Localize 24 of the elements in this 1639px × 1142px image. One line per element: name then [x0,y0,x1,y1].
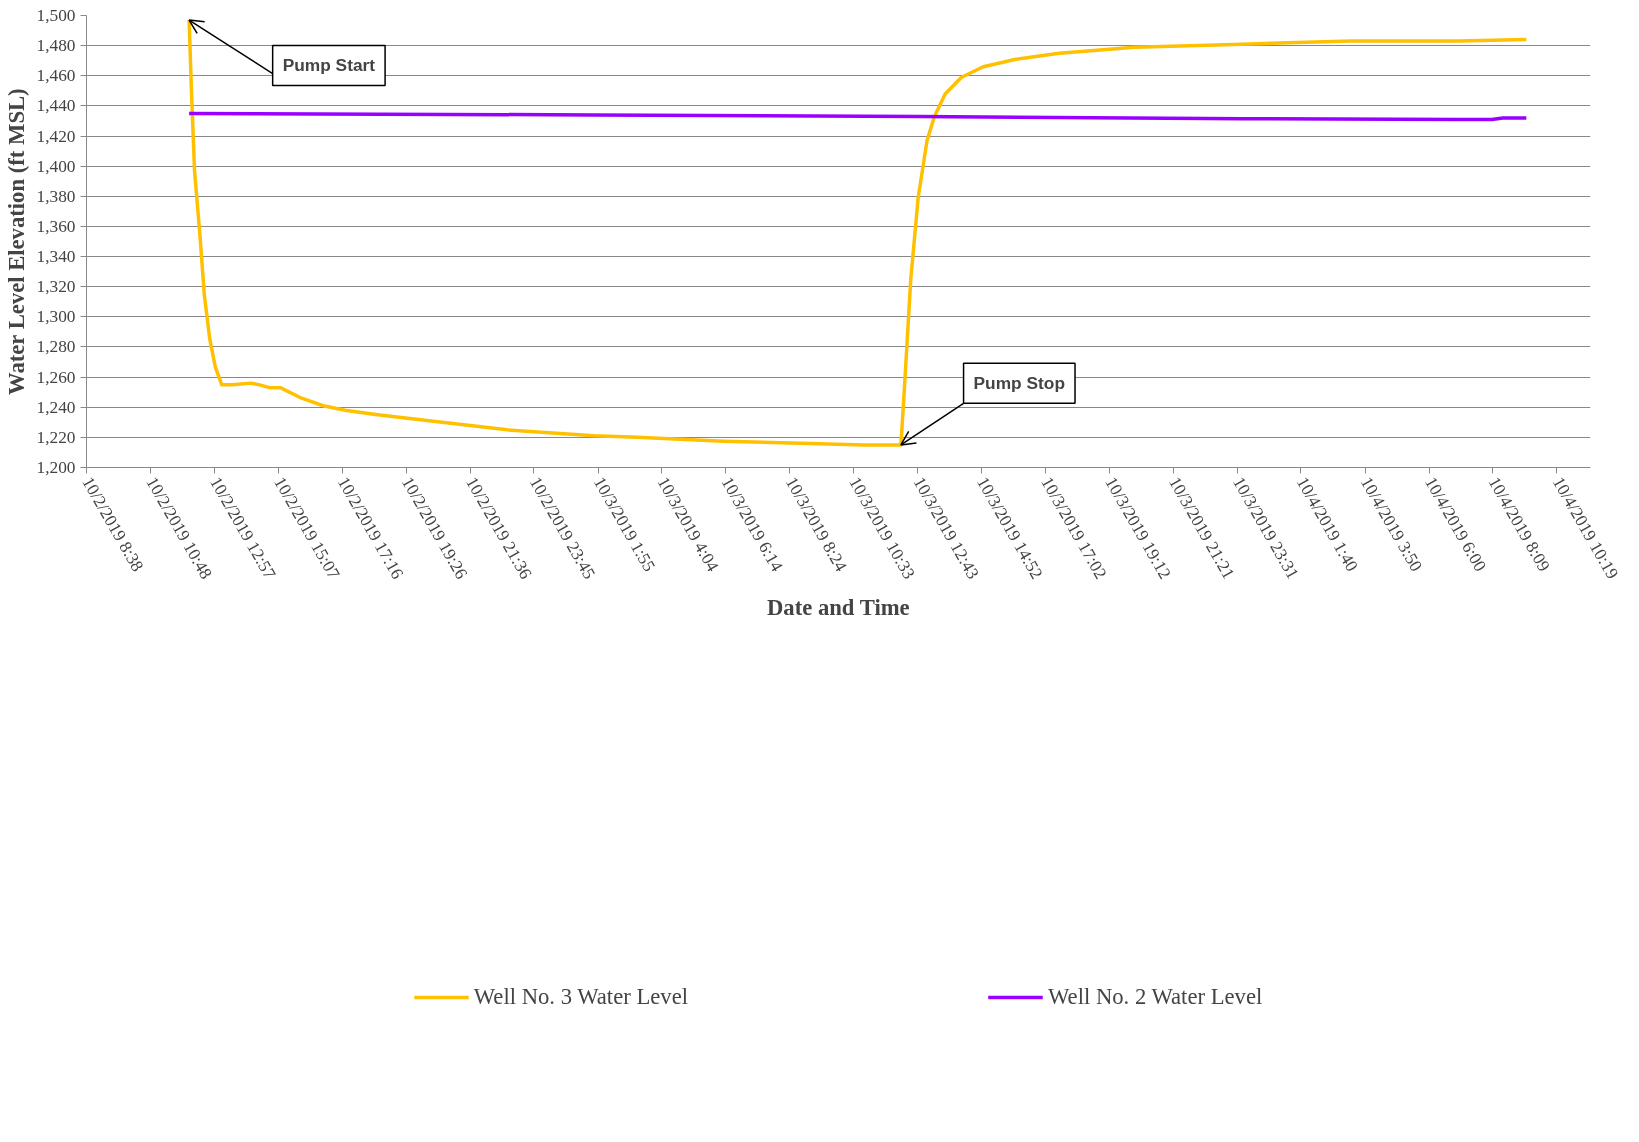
annotation: Pump Start [282,55,376,76]
line-series [187,111,1529,122]
y-tick-label: 1,380 [36,186,76,206]
y-tick-label: 1,420 [36,126,76,146]
y-tick-label: 1,200 [36,458,76,477]
y-tick-label: 1,480 [36,36,76,56]
y-tick-label: 1,300 [36,307,76,327]
y-tick-label: 1,400 [36,156,76,176]
y-tick-label: 1,500 [36,6,76,25]
y-tick-label: 1,320 [36,277,76,297]
y-tick-label: 1,240 [36,397,76,417]
y-tick-label: 1,280 [36,337,76,357]
x-axis-title: Date and Time [766,594,910,620]
y-tick-label: 1,220 [36,427,76,447]
y-tick-label: 1,260 [36,367,76,387]
y-tick-label: 1,340 [36,247,76,267]
annotation: Pump Stop [973,373,1066,394]
legend-label: Well No. 2 Water Level [1048,983,1263,1010]
y-axis-title: Water Level Elevation (ft MSL) [3,88,29,396]
legend-label: Well No. 3 Water Level [473,983,688,1010]
y-tick-label: 1,360 [36,216,76,236]
line-series [187,18,1529,447]
y-tick-label: 1,440 [36,96,76,116]
y-tick-label: 1,460 [36,66,76,86]
